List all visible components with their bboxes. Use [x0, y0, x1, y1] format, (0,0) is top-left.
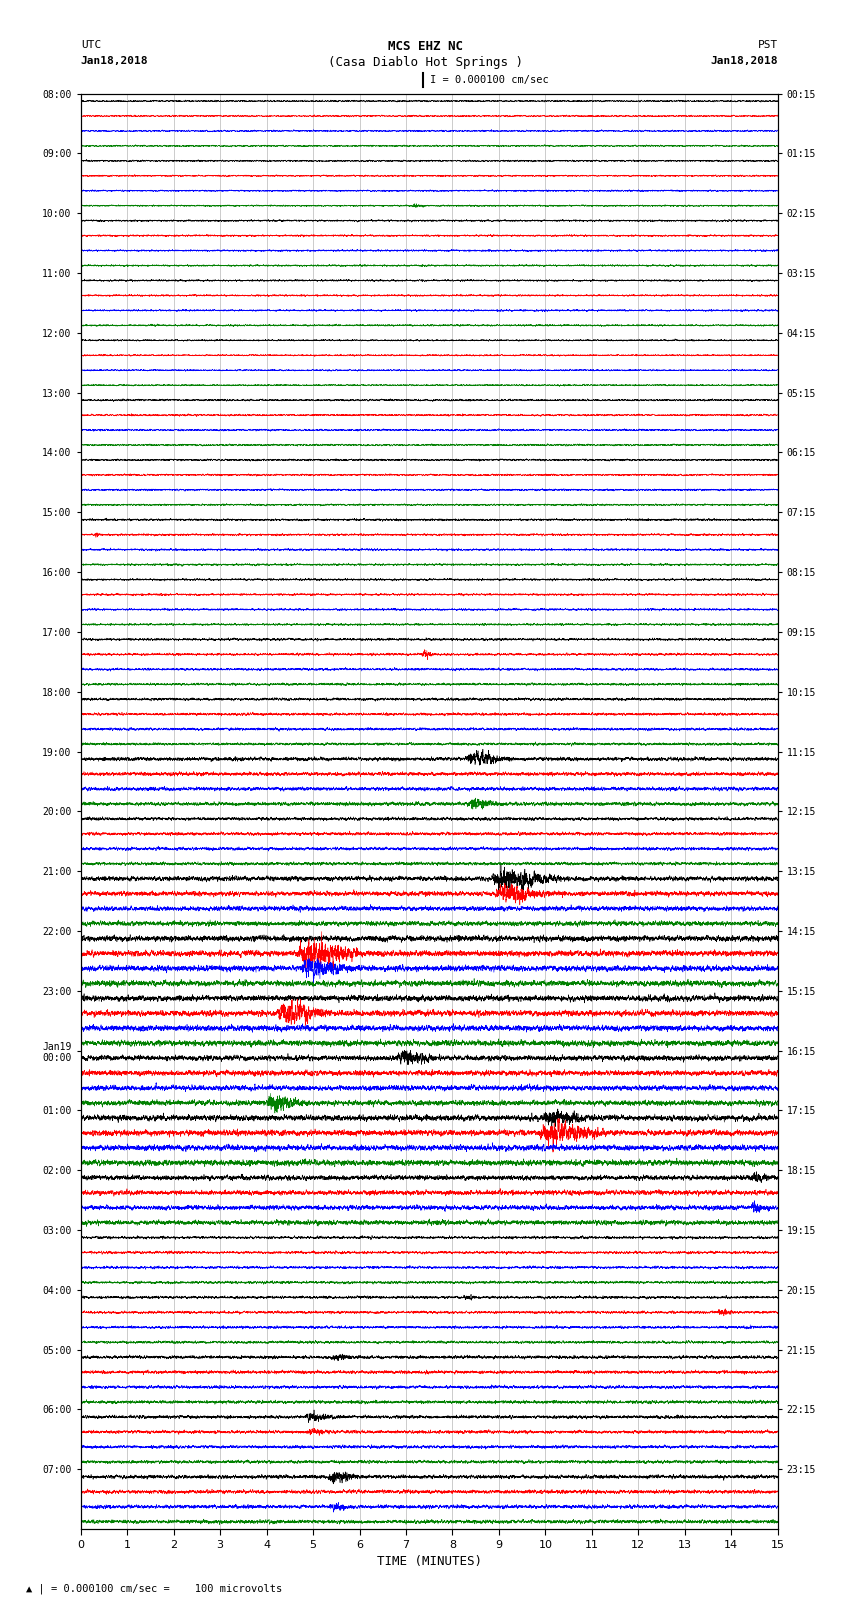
- Text: I = 0.000100 cm/sec: I = 0.000100 cm/sec: [430, 74, 549, 85]
- Text: MCS EHZ NC: MCS EHZ NC: [388, 40, 462, 53]
- Text: ▲ | = 0.000100 cm/sec =    100 microvolts: ▲ | = 0.000100 cm/sec = 100 microvolts: [26, 1582, 281, 1594]
- Text: Jan18,2018: Jan18,2018: [81, 56, 148, 66]
- Text: Jan18,2018: Jan18,2018: [711, 56, 778, 66]
- Text: PST: PST: [757, 40, 778, 50]
- X-axis label: TIME (MINUTES): TIME (MINUTES): [377, 1555, 482, 1568]
- Text: UTC: UTC: [81, 40, 101, 50]
- Text: (Casa Diablo Hot Springs ): (Casa Diablo Hot Springs ): [327, 56, 523, 69]
